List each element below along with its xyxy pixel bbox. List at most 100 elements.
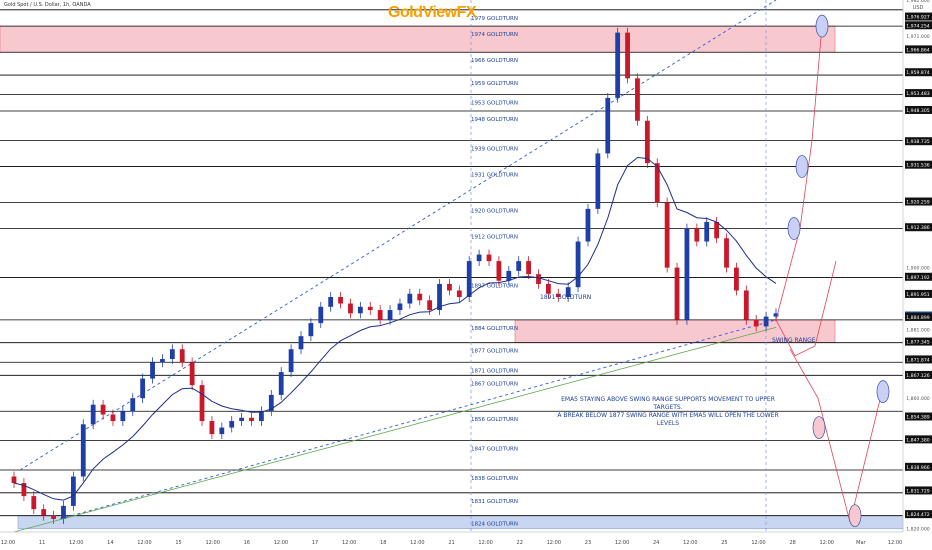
projection-path-1 — [775, 261, 837, 357]
candle-body-42 — [427, 300, 433, 311]
candle-body-63 — [635, 78, 640, 121]
candle-body-52 — [526, 261, 531, 275]
goldturn-label-3: 1959 GOLDTURN — [471, 81, 518, 87]
price-axis-tag-26 — [905, 510, 932, 519]
candle-body-4 — [51, 515, 56, 519]
price-axis-label-25: 1,831.729 — [906, 488, 929, 494]
price-axis-label-21: 1,860.000 — [906, 396, 929, 402]
projection-path-2 — [789, 349, 883, 523]
price-axis-tag-5 — [905, 68, 932, 77]
price-axis-tag-11 — [905, 223, 932, 232]
candle-body-11 — [120, 411, 126, 422]
candle-body-30 — [308, 323, 314, 337]
time-axis-label-9: 17 — [312, 540, 318, 546]
price-axis-tag-25 — [905, 486, 932, 495]
time-axis-label-26: 12:00 — [888, 540, 902, 546]
candle-body-74 — [743, 290, 749, 320]
price-axis-tag-8 — [905, 137, 932, 146]
candle-body-75 — [753, 319, 759, 327]
price-axis-tag-19 — [905, 355, 932, 364]
goldturn-label-1: 1974 GOLDTURN — [471, 32, 518, 38]
candle-body-59 — [595, 153, 601, 209]
candle-body-48 — [486, 254, 492, 262]
candle-body-6 — [70, 476, 76, 506]
time-axis-label-8: 12:00 — [274, 540, 288, 546]
candle-body-28 — [288, 349, 294, 373]
goldturn-label-5: 1948 GOLDTURN — [471, 117, 518, 123]
candle-body-0 — [11, 476, 17, 484]
candle-body-2 — [31, 496, 37, 510]
price-axis-tag-18 — [905, 337, 932, 346]
price-axis-tag-9 — [905, 160, 932, 169]
price-axis-tag-1 — [905, 12, 932, 21]
candle-body-64 — [644, 120, 650, 164]
candle-body-70 — [704, 221, 710, 242]
price-axis-label-9: 1,931.536 — [906, 163, 929, 169]
time-axis-label-0: 12:00 — [1, 540, 15, 546]
time-axis-label-16: 12:00 — [547, 540, 561, 546]
time-axis-label-12: 12:00 — [410, 540, 424, 546]
candle-body-8 — [90, 404, 96, 425]
time-axis-label-6: 12:00 — [205, 540, 219, 546]
target-marker-5 — [848, 504, 862, 528]
candle-body-5 — [61, 505, 66, 519]
candle-body-34 — [348, 303, 353, 314]
price-axis-label-14: 1,891.951 — [906, 292, 929, 298]
target-marker-3 — [876, 380, 890, 404]
symbol-title: Gold Spot / U.S. Dollar, 1h, OANDA — [4, 2, 91, 8]
price-axis-label-3: 1,971.000 — [906, 34, 929, 40]
price-axis-label-10: 1,920.259 — [906, 200, 929, 206]
goldturn-label-15: 1856 GOLDTURN — [471, 417, 518, 423]
candle-body-43 — [437, 283, 442, 311]
goldturn-label-6: 1939 GOLDTURN — [471, 146, 518, 152]
price-axis-label-7: 1,948.305 — [906, 108, 929, 114]
price-axis-tag-4 — [905, 45, 932, 54]
goldturn-label-13: 1871 GOLDTURN — [471, 368, 518, 374]
price-axis-label-6: 1,953.483 — [906, 91, 929, 97]
price-axis-tag-22 — [905, 412, 932, 421]
goldturn-label-18: 1831 GOLDTURN — [471, 499, 518, 505]
candle-body-71 — [714, 221, 720, 239]
candle-body-29 — [298, 336, 304, 350]
candle-body-24 — [249, 417, 254, 422]
price-axis-tag-20 — [905, 370, 932, 379]
candle-body-67 — [674, 267, 680, 320]
candle-body-31 — [318, 306, 324, 324]
candle-body-9 — [100, 404, 106, 415]
price-axis-label-19: 1,871.874 — [906, 357, 929, 363]
time-axis-label-22: 12:00 — [751, 540, 765, 546]
time-axis-label-24: 12:00 — [820, 540, 834, 546]
target-marker-1 — [795, 155, 809, 178]
price-axis-label-13: 1,897.192 — [906, 275, 929, 281]
candle-body-35 — [357, 306, 363, 314]
goldturn-label-14: 1867 GOLDTURN — [471, 381, 518, 387]
candle-body-27 — [278, 372, 284, 395]
target-marker-2 — [787, 217, 801, 240]
goldturn-label-16: 1847 GOLDTURN — [471, 447, 518, 453]
candle-body-69 — [694, 228, 700, 242]
price-axis-label-22: 1,854.389 — [906, 414, 929, 420]
candle-body-40 — [407, 293, 413, 304]
time-axis-label-25: Mar — [856, 540, 866, 546]
price-axis-tag-7 — [905, 105, 932, 114]
price-axis-label-5: 1,959.874 — [906, 70, 929, 76]
candle-body-25 — [259, 411, 264, 422]
goldturn-1891-label: 1891 GOLDTURN — [540, 294, 592, 301]
candle-body-45 — [456, 290, 462, 298]
candle-body-50 — [506, 270, 512, 281]
candle-body-19 — [199, 385, 205, 422]
candle-body-16 — [169, 349, 175, 360]
candle-body-36 — [367, 306, 373, 311]
price-axis-tag-13 — [905, 272, 932, 281]
candle-body-15 — [160, 359, 165, 363]
time-axis-label-2: 12:00 — [69, 540, 83, 546]
candle-body-53 — [536, 274, 541, 284]
goldturn-label-4: 1953 GOLDTURN — [471, 101, 518, 107]
price-axis-label-17: 1,881.000 — [906, 328, 929, 334]
candle-body-51 — [516, 261, 522, 271]
time-axis-label-10: 12:00 — [342, 540, 356, 546]
candle-body-37 — [377, 310, 383, 320]
candle-body-10 — [110, 414, 116, 422]
price-axis-label-2: 1,974.254 — [906, 23, 929, 29]
